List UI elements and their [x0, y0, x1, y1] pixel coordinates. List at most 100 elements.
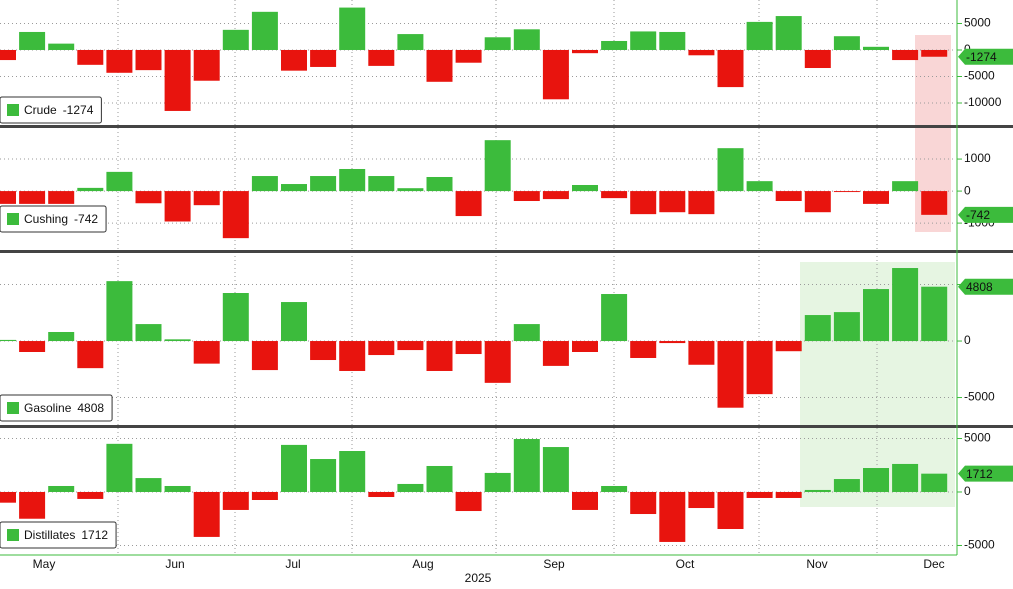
bar	[746, 341, 773, 395]
bar	[135, 191, 162, 204]
bar	[630, 191, 657, 215]
bar	[0, 191, 16, 204]
bar	[48, 191, 75, 204]
bar	[717, 491, 744, 530]
bar	[513, 191, 540, 202]
bar	[804, 315, 831, 342]
bar	[572, 184, 598, 192]
bar	[542, 49, 569, 100]
legend-swatch	[7, 529, 19, 541]
bar	[775, 341, 802, 352]
bar	[164, 49, 191, 111]
last-value-tag	[958, 465, 1013, 482]
bar	[513, 324, 540, 342]
bar	[310, 341, 337, 361]
bar	[921, 191, 948, 215]
y-tick-label: -5000	[964, 69, 995, 83]
bar	[397, 188, 424, 192]
bar	[833, 36, 860, 50]
y-tick-label: -5000	[964, 390, 995, 404]
bar	[746, 491, 773, 498]
bar	[310, 176, 337, 192]
bar	[892, 463, 919, 492]
bar	[426, 341, 453, 371]
bar	[659, 191, 686, 213]
bar	[251, 176, 278, 192]
bar	[601, 485, 628, 492]
bar	[281, 444, 307, 492]
y-tick-label: 0	[964, 333, 971, 347]
bar	[542, 447, 569, 492]
legend-name: Crude	[24, 103, 57, 117]
bar	[368, 491, 395, 498]
bar	[455, 491, 482, 512]
last-value-tag	[958, 206, 1013, 223]
bar	[746, 21, 773, 50]
bar	[688, 191, 715, 215]
legend-value: -742	[74, 212, 98, 226]
bar	[339, 168, 366, 192]
bar	[630, 491, 657, 515]
legend-name: Distillates	[24, 528, 75, 542]
last-value-label: -742	[966, 208, 990, 222]
bar	[193, 49, 220, 81]
bar	[368, 341, 395, 356]
bar	[48, 485, 75, 492]
legend-box	[0, 394, 113, 422]
bar	[513, 29, 540, 50]
bar	[48, 331, 75, 342]
bar	[135, 49, 162, 71]
x-tick-label: Sep	[543, 557, 565, 571]
bar	[19, 341, 46, 352]
legend-name: Cushing	[24, 212, 68, 226]
bar	[77, 341, 104, 369]
bar	[397, 483, 424, 492]
x-tick-label: Jun	[165, 557, 184, 571]
bar	[251, 491, 278, 501]
bar	[455, 49, 482, 63]
x-axis-year: 2025	[465, 571, 492, 585]
y-tick-label: 1000	[964, 151, 991, 165]
bar	[775, 191, 802, 202]
bar	[892, 181, 919, 192]
bar	[310, 49, 337, 67]
bar	[630, 341, 657, 358]
bar	[863, 289, 889, 342]
bar	[892, 268, 919, 342]
bar	[863, 46, 889, 50]
bar	[804, 489, 831, 492]
bar	[804, 191, 831, 213]
x-tick-label: Aug	[412, 557, 433, 571]
last-value-label: 4808	[966, 280, 993, 294]
bar	[164, 339, 191, 342]
bar	[688, 491, 715, 509]
bar	[601, 191, 628, 199]
bar	[601, 40, 628, 50]
bar	[135, 478, 162, 492]
bar	[339, 7, 366, 50]
bar	[804, 49, 831, 69]
bar	[659, 31, 686, 50]
bar	[222, 293, 249, 342]
bar	[397, 341, 424, 351]
bar	[77, 187, 104, 192]
bar	[484, 140, 511, 192]
bar	[19, 31, 46, 50]
bar	[426, 49, 453, 82]
legend-box	[0, 205, 107, 233]
legend-name: Gasoline	[24, 401, 72, 415]
bar	[77, 49, 104, 65]
bar	[251, 11, 278, 50]
bar	[542, 191, 569, 200]
bar	[0, 339, 16, 342]
x-tick-label: Oct	[676, 557, 695, 571]
bar	[339, 341, 366, 371]
legend-swatch	[7, 402, 19, 414]
last-value-tag	[958, 48, 1013, 65]
bar	[484, 472, 511, 492]
bar	[281, 302, 307, 342]
legend-value: 4808	[77, 401, 104, 415]
bar	[863, 468, 889, 492]
legend-swatch	[7, 213, 19, 225]
bar	[921, 49, 948, 57]
